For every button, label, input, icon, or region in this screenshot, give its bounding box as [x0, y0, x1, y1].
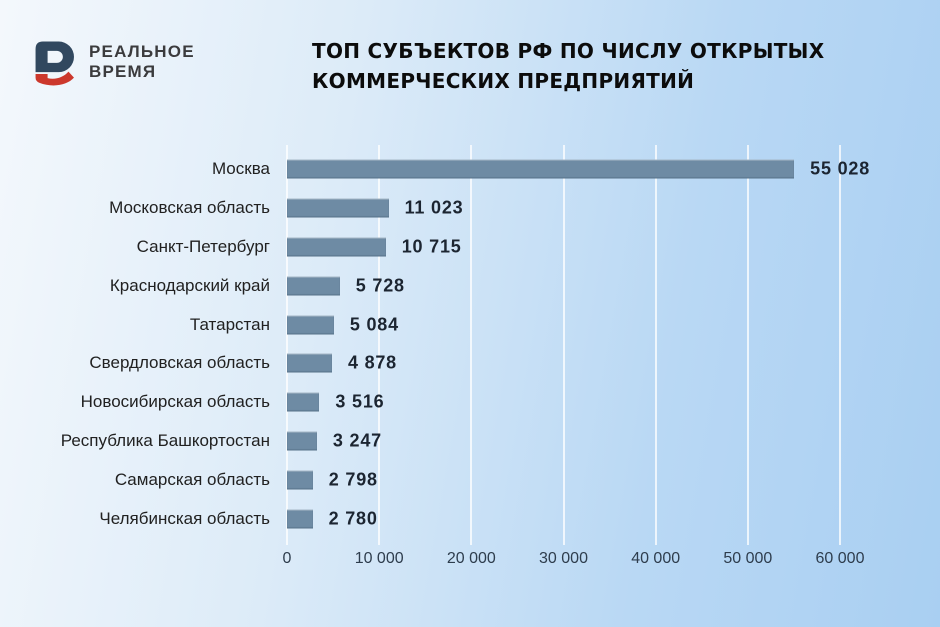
x-tick-label: 0 — [282, 550, 292, 567]
bar-area: 10 715 — [287, 228, 840, 267]
bar — [287, 392, 320, 412]
chart-row: Республика Башкортостан 3 247 — [0, 422, 940, 461]
bar — [287, 353, 332, 373]
chart-row: Свердловская область 4 878 — [0, 344, 940, 383]
category-label: Санкт-Петербург — [136, 236, 270, 256]
bar — [287, 509, 313, 529]
category-label: Москва — [211, 159, 270, 179]
value-label: 5 084 — [349, 314, 399, 335]
value-label: 4 878 — [347, 352, 397, 373]
category-label: Республика Башкортостан — [60, 430, 270, 450]
x-tick-label: 20 000 — [446, 550, 496, 567]
bar — [287, 198, 389, 218]
logo-text: РЕАЛЬНОЕ ВРЕМЯ — [89, 42, 195, 82]
value-label: 3 516 — [335, 391, 385, 412]
gridline-50000 — [746, 145, 749, 545]
bar-area: 55 028 — [287, 150, 869, 189]
logo-text-line2: ВРЕМЯ — [89, 62, 157, 81]
x-tick-label: 50 000 — [723, 550, 773, 567]
bar — [287, 159, 795, 179]
value-label: 5 728 — [355, 275, 405, 296]
chart-title: ТОП СУБЪЕКТОВ РФ ПО ЧИСЛУ ОТКРЫТЫХ КОММЕ… — [312, 36, 892, 96]
chart-row: Челябинская область 2 780 — [0, 499, 940, 538]
realnoe-vremya-logo-icon — [35, 41, 74, 86]
realnoe-vremya-logo: РЕАЛЬНОЕ ВРЕМЯ — [30, 36, 195, 86]
bar-area: 4 878 — [287, 344, 840, 383]
gridline-10000 — [378, 145, 381, 545]
bar-area: 2 798 — [287, 460, 840, 499]
logo-text-line1: РЕАЛЬНОЕ — [89, 42, 195, 61]
value-label: 10 715 — [401, 236, 462, 257]
value-label: 55 028 — [810, 158, 871, 179]
bar — [287, 470, 313, 490]
bar-rows: Москва 55 028 Московская область 11 023 Санк… — [0, 150, 940, 538]
bar-area: 5 084 — [287, 305, 840, 344]
x-tick-label: 10 000 — [354, 550, 404, 567]
bar-area: 2 780 — [287, 499, 840, 538]
chart-row: Татарстан 5 084 — [0, 305, 940, 344]
chart-row: Москва 55 028 — [0, 150, 940, 189]
x-tick-label: 60 000 — [815, 550, 865, 567]
plot-area — [286, 145, 841, 545]
bar-area: 5 728 — [287, 266, 840, 305]
value-label: 11 023 — [404, 197, 464, 218]
category-label: Самарская область — [114, 469, 270, 489]
chart-title-line1: ТОП СУБЪЕКТОВ РФ ПО ЧИСЛУ ОТКРЫТЫХ — [312, 39, 825, 63]
chart-row: Краснодарский край 5 728 — [0, 266, 940, 305]
value-label: 2 798 — [328, 469, 378, 490]
gridline-20000 — [470, 145, 473, 545]
chart-row: Санкт-Петербург 10 715 — [0, 228, 940, 267]
bar — [287, 276, 340, 296]
bar — [287, 431, 317, 451]
bar — [287, 237, 386, 257]
category-label: Московская область — [109, 198, 270, 218]
category-label: Татарстан — [189, 314, 270, 334]
gridline-60000 — [839, 145, 841, 545]
chart-title-line2: КОММЕРЧЕСКИХ ПРЕДПРИЯТИЙ — [312, 69, 695, 93]
category-label: Новосибирская область — [80, 392, 270, 412]
bar — [287, 315, 334, 335]
value-label: 2 780 — [328, 508, 378, 529]
chart-row: Новосибирская область 3 516 — [0, 383, 940, 422]
category-label: Челябинская область — [99, 508, 270, 528]
x-axis: 0 10 000 20 000 30 000 40 000 50 000 60 000 — [283, 550, 865, 574]
bar-area: 3 247 — [287, 422, 840, 461]
gridline-30000 — [562, 145, 565, 545]
x-tick-label: 40 000 — [631, 550, 681, 567]
category-label: Краснодарский край — [109, 275, 270, 295]
category-label: Свердловская область — [89, 353, 270, 373]
gridline-0 — [286, 145, 288, 545]
chart-row: Самарская область 2 798 — [0, 460, 940, 499]
value-label: 3 247 — [332, 430, 382, 451]
gridline-40000 — [654, 145, 657, 545]
bar-area: 3 516 — [287, 383, 840, 422]
bar-area: 11 023 — [287, 189, 840, 228]
x-tick-label: 30 000 — [539, 550, 588, 567]
chart-row: Московская область 11 023 — [0, 189, 940, 228]
